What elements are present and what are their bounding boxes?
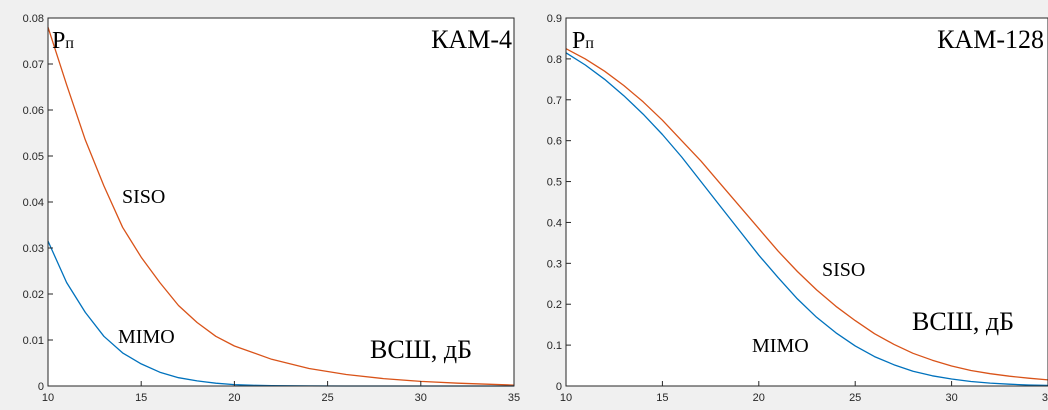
y-tick-label: 0.4 [547,217,562,229]
y-tick-label: 0.03 [23,243,44,255]
x-tick-label: 10 [42,392,54,404]
tick-group: 0 0.01 0.02 0.03 0.04 0.05 0.06 0.07 0.08 10 15 20 2… [23,13,521,404]
x-tick-label: 10 [560,392,572,404]
y-tick-label: 0.04 [23,197,44,209]
y-tick-label: 0.08 [23,13,44,25]
y-tick-label: 0.05 [23,151,44,163]
plot-frame [47,17,515,387]
y-tick-label: 0 [556,381,562,393]
y-symbol-sub: п [585,35,594,52]
y-symbol-main: P [52,28,65,54]
x-tick-label: 20 [753,392,765,404]
x-tick-label: 25 [321,392,333,404]
y-tick-label: 0.9 [547,13,562,25]
x-tick-label: 30 [415,392,427,404]
x-tick-label: 35 [508,392,520,404]
y-symbol-main: P [572,28,585,54]
series-group [565,48,1048,387]
y-tick-label: 0.01 [23,335,44,347]
x-tick-label: 35 [1042,392,1048,404]
chart-kam4: 0 0.01 0.02 0.03 0.04 0.05 0.06 0.07 0.08 10 15 20 2… [23,13,521,404]
siso-series-line [565,48,1048,381]
y-tick-label: 0.02 [23,289,44,301]
siso-label: SISO [822,259,865,281]
tick-group: 0 0.1 0.2 0.3 0.4 0.5 0.6 0.7 0.8 0.9 10 15 20 25 30 35 [547,13,1048,404]
y-tick-label: 0 [38,381,44,393]
x-tick-label: 15 [656,392,668,404]
y-tick-label: 0.7 [547,95,562,107]
mimo-series-line [565,52,1048,387]
y-tick-label: 0.5 [547,177,562,189]
x-tick-label: 15 [135,392,147,404]
plot-area [566,18,1048,386]
y-tick-label: 0.1 [547,340,562,352]
mimo-label: MIMO [752,335,809,357]
y-symbol: Pп [572,28,594,54]
snr-axis-label: ВСШ, дБ [912,307,1014,336]
mimo-label: MIMO [118,326,175,348]
plot-area [48,18,514,386]
y-tick-label: 0.6 [547,136,562,148]
siso-series-line [47,26,515,386]
y-symbol-sub: п [65,35,74,52]
modulation-label: КАМ-4 [431,25,512,54]
x-tick-label: 25 [849,392,861,404]
y-tick-label: 0.07 [23,59,44,71]
x-tick-label: 20 [228,392,240,404]
snr-axis-label: ВСШ, дБ [370,335,472,364]
chart-kam128: 0 0.1 0.2 0.3 0.4 0.5 0.6 0.7 0.8 0.9 10 15 20 25 30 35… [547,13,1048,404]
siso-label: SISO [122,186,165,208]
x-tick-label: 30 [945,392,957,404]
y-tick-label: 0.3 [547,258,562,270]
y-tick-label: 0.2 [547,299,562,311]
modulation-label: КАМ-128 [937,25,1044,54]
y-tick-label: 0.06 [23,105,44,117]
y-symbol: Pп [52,28,74,54]
y-tick-label: 0.8 [547,54,562,66]
plot-frame [565,17,1048,387]
